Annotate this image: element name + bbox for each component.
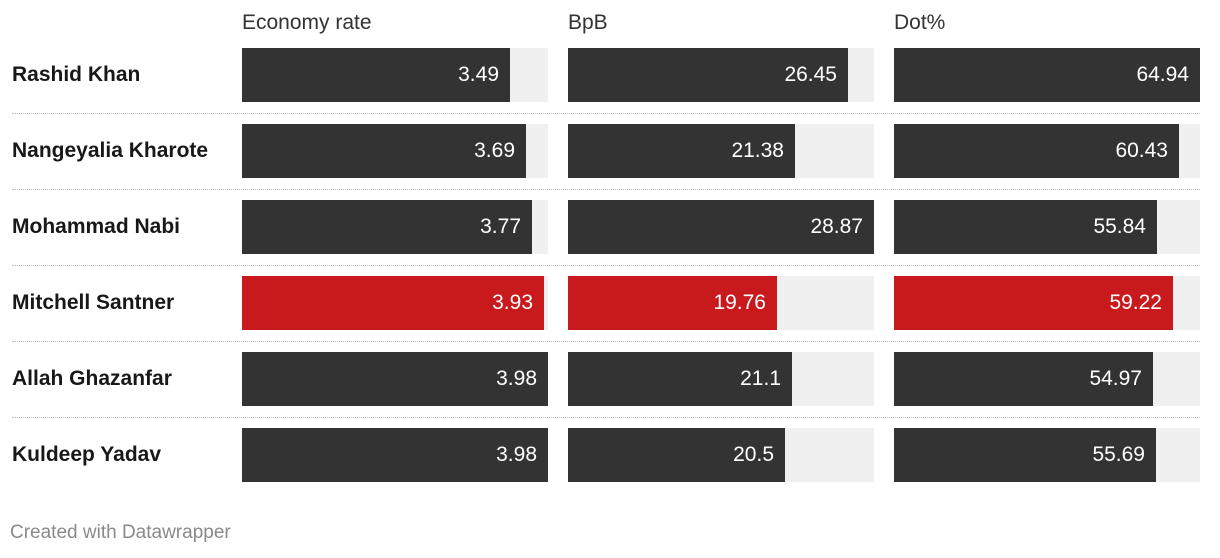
bar: 55.69 xyxy=(894,428,1156,482)
bar-track: 64.94 xyxy=(894,48,1200,102)
data-label: 55.84 xyxy=(1093,215,1146,238)
data-label: 64.94 xyxy=(1136,63,1189,86)
data-label: 3.98 xyxy=(496,367,537,390)
bar-track: 3.93 xyxy=(242,276,548,330)
bar-track: 3.98 xyxy=(242,352,548,406)
bar: 21.38 xyxy=(568,124,795,178)
bar: 3.77 xyxy=(242,200,532,254)
column-header: Dot% xyxy=(894,11,946,34)
table-row: Mohammad Nabi 3.77 28.87 55.84 xyxy=(0,200,1220,254)
bar-track: 26.45 xyxy=(568,48,874,102)
data-label: 3.93 xyxy=(492,291,533,314)
bar: 26.45 xyxy=(568,48,848,102)
data-label: 19.76 xyxy=(713,291,766,314)
player-name: Rashid Khan xyxy=(12,63,141,86)
data-label: 28.87 xyxy=(810,215,863,238)
datawrapper-credit[interactable]: Created with Datawrapper xyxy=(10,522,231,543)
data-label: 21.38 xyxy=(731,139,784,162)
data-label: 20.5 xyxy=(733,443,774,466)
player-name: Mitchell Santner xyxy=(12,291,175,314)
bar: 64.94 xyxy=(894,48,1200,102)
row-divider xyxy=(12,341,1200,342)
bar-track: 55.84 xyxy=(894,200,1200,254)
bar-track: 3.49 xyxy=(242,48,548,102)
row-divider xyxy=(12,113,1200,114)
column-header: Economy rate xyxy=(242,11,372,34)
table-row: Allah Ghazanfar 3.98 21.1 54.97 xyxy=(0,352,1220,406)
bar-track: 3.77 xyxy=(242,200,548,254)
data-label: 60.43 xyxy=(1115,139,1168,162)
data-label: 59.22 xyxy=(1109,291,1162,314)
player-name: Kuldeep Yadav xyxy=(12,443,162,466)
bar-track: 60.43 xyxy=(894,124,1200,178)
bar-track: 59.22 xyxy=(894,276,1200,330)
bar: 20.5 xyxy=(568,428,785,482)
bar: 3.98 xyxy=(242,352,548,406)
data-label: 26.45 xyxy=(784,63,837,86)
row-divider xyxy=(12,417,1200,418)
bar: 3.69 xyxy=(242,124,526,178)
bar-track: 3.98 xyxy=(242,428,548,482)
data-label: 21.1 xyxy=(740,367,781,390)
player-name: Allah Ghazanfar xyxy=(12,367,172,390)
player-name: Mohammad Nabi xyxy=(12,215,181,238)
bar-track: 54.97 xyxy=(894,352,1200,406)
data-label: 54.97 xyxy=(1089,367,1142,390)
bar: 21.1 xyxy=(568,352,792,406)
bar-table: Economy rate BpB Dot% Rashid Khan 3.49 26.45 6… xyxy=(0,11,1220,482)
bar: 19.76 xyxy=(568,276,777,330)
table-row: Nangeyalia Kharote 3.69 21.38 60.43 xyxy=(0,124,1220,178)
bar: 3.93 xyxy=(242,276,544,330)
bar: 59.22 xyxy=(894,276,1173,330)
player-name: Nangeyalia Kharote xyxy=(12,139,209,162)
table-row: Rashid Khan 3.49 26.45 64.94 xyxy=(0,48,1220,102)
bar-track: 21.1 xyxy=(568,352,874,406)
bar-track: 20.5 xyxy=(568,428,874,482)
bar: 54.97 xyxy=(894,352,1153,406)
bar: 55.84 xyxy=(894,200,1157,254)
row-divider xyxy=(12,265,1200,266)
bar: 3.98 xyxy=(242,428,548,482)
bar: 3.49 xyxy=(242,48,510,102)
bar: 28.87 xyxy=(568,200,874,254)
table-row: Kuldeep Yadav 3.98 20.5 55.69 xyxy=(0,428,1220,482)
data-label: 3.49 xyxy=(458,63,499,86)
data-label: 3.77 xyxy=(480,215,521,238)
bar-track: 55.69 xyxy=(894,428,1200,482)
table-row: Mitchell Santner 3.93 19.76 59.22 xyxy=(0,276,1220,330)
row-divider xyxy=(12,189,1200,190)
bar: 60.43 xyxy=(894,124,1179,178)
data-label: 3.98 xyxy=(496,443,537,466)
data-label: 3.69 xyxy=(474,139,515,162)
column-header: BpB xyxy=(568,11,608,34)
bar-track: 3.69 xyxy=(242,124,548,178)
data-label: 55.69 xyxy=(1092,443,1145,466)
bar-track: 21.38 xyxy=(568,124,874,178)
bar-track: 19.76 xyxy=(568,276,874,330)
bar-track: 28.87 xyxy=(568,200,874,254)
